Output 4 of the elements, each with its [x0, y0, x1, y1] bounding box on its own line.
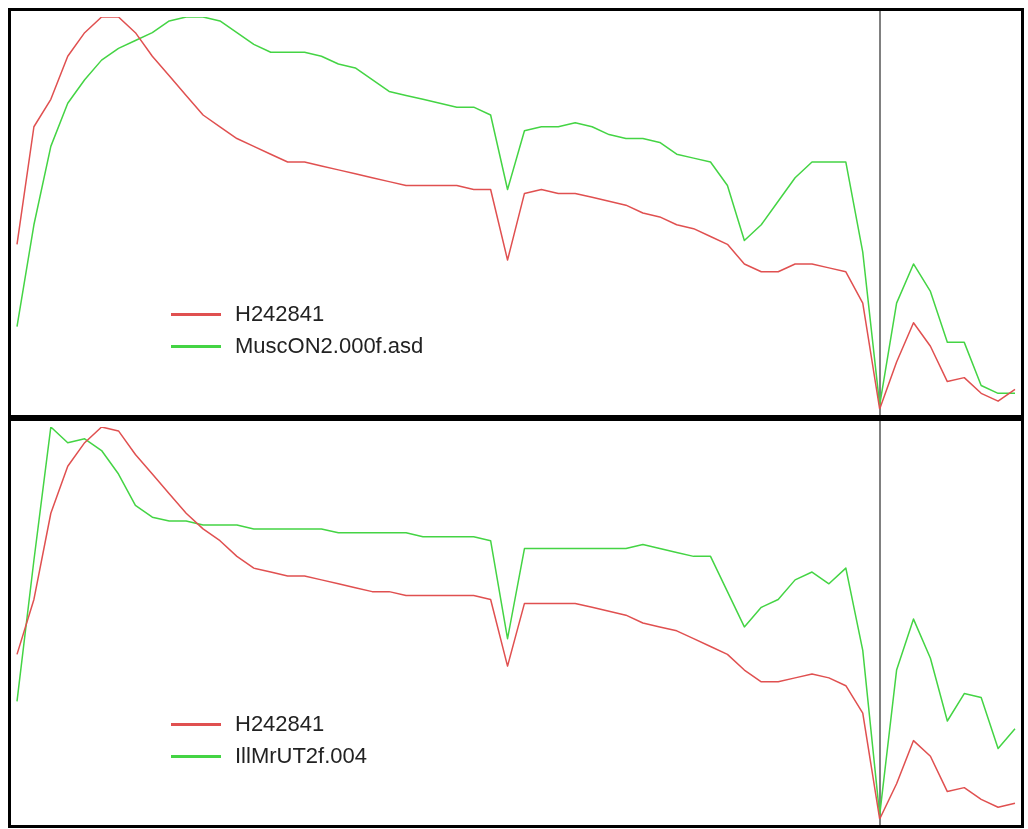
legend-label: H242841	[235, 711, 325, 737]
legend-label: MuscON2.000f.asd	[235, 333, 424, 359]
legend-label: H242841	[235, 301, 325, 327]
legend-label: IllMrUT2f.004	[235, 743, 368, 769]
